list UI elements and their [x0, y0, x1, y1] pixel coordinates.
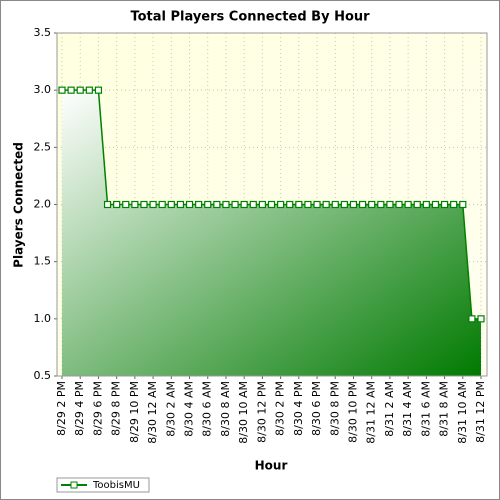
x-tick-label: 8/29 6 PM [91, 381, 104, 436]
plot-border [56, 32, 488, 377]
marker [158, 200, 166, 209]
marker [94, 86, 103, 94]
marker [240, 200, 248, 209]
marker [468, 315, 476, 323]
marker [286, 200, 294, 209]
x-tick-label: 8/30 2 PM [274, 381, 287, 436]
marker [304, 200, 312, 209]
y-tick-label: 1.5 [34, 255, 52, 268]
area [62, 90, 481, 377]
x-tick-label: 8/29 10 PM [128, 381, 141, 443]
x-tick-label: 8/31 4 AM [401, 381, 414, 437]
x-tick-label: 8/30 10 AM [237, 381, 250, 444]
marker [231, 200, 239, 209]
x-tick-label: 8/29 8 PM [110, 381, 123, 436]
x-tick-label: 8/30 6 PM [310, 381, 323, 436]
marker [477, 315, 485, 323]
marker [395, 200, 403, 209]
x-axis-title: Hour [255, 459, 288, 473]
marker [358, 200, 367, 209]
marker [249, 200, 257, 209]
marker [113, 200, 121, 209]
marker [349, 200, 358, 209]
y-axis-title: Players Connected [12, 142, 26, 268]
x-tick-label: 8/31 12 PM [474, 381, 487, 443]
marker [76, 86, 84, 94]
y-tick-label: 2.5 [34, 140, 52, 153]
x-tick-label: 8/30 6 AM [201, 381, 214, 437]
x-tick-label: 8/30 8 AM [219, 381, 232, 437]
marker [195, 200, 203, 209]
x-tick-label: 8/30 8 PM [328, 381, 341, 436]
x-tick-label: 8/30 12 PM [255, 381, 268, 443]
marker [58, 86, 66, 94]
marker [185, 200, 194, 209]
marker [167, 200, 175, 209]
legend-label: ToobisMU [92, 480, 140, 491]
marker [386, 200, 394, 209]
marker [176, 200, 185, 209]
marker [413, 200, 421, 209]
marker [322, 200, 330, 209]
y-tick-label: 3.5 [34, 26, 52, 39]
marker [140, 200, 148, 209]
y-tick-label: 0.5 [34, 369, 52, 382]
x-tick-label: 8/30 4 PM [292, 381, 305, 436]
marker [368, 200, 376, 209]
marker [267, 200, 276, 209]
x-tick-label: 8/30 4 AM [183, 381, 196, 437]
marker [459, 200, 467, 209]
marker [122, 200, 130, 209]
chart-title: Total Players Connected By Hour [130, 10, 370, 25]
marker [377, 200, 385, 209]
y-tick-label: 3.0 [34, 83, 52, 96]
legend-marker [70, 481, 78, 489]
marker [422, 200, 430, 209]
marker [85, 86, 93, 94]
marker [331, 200, 339, 209]
marker [67, 86, 75, 94]
x-tick-label: 8/31 12 AM [365, 381, 378, 444]
marker [258, 200, 266, 209]
marker [404, 200, 412, 209]
marker [103, 200, 112, 209]
marker [440, 200, 449, 209]
marker [295, 200, 303, 209]
x-tick-label: 8/29 2 PM [55, 381, 68, 436]
marker [204, 200, 212, 209]
x-tick-label: 8/31 10 AM [456, 381, 469, 444]
marker [450, 200, 458, 209]
x-tick-label: 8/29 4 PM [73, 381, 86, 436]
marker [340, 200, 348, 209]
marker [222, 200, 230, 209]
x-tick-label: 8/30 10 PM [346, 381, 359, 443]
x-tick-label: 8/31 8 AM [438, 381, 451, 437]
marker [277, 200, 285, 209]
y-tick-label: 1.0 [34, 312, 52, 325]
x-tick-label: 8/31 2 AM [383, 381, 396, 437]
marker [149, 200, 157, 209]
x-tick-label: 8/30 2 AM [164, 381, 177, 437]
marker [131, 200, 139, 209]
x-tick-label: 8/31 6 AM [419, 381, 432, 437]
x-tick-label: 8/30 12 AM [146, 381, 159, 444]
legend-box [56, 477, 150, 493]
y-tick-label: 2.0 [34, 198, 52, 211]
marker [213, 200, 221, 209]
marker [313, 200, 321, 209]
marker [431, 200, 440, 209]
